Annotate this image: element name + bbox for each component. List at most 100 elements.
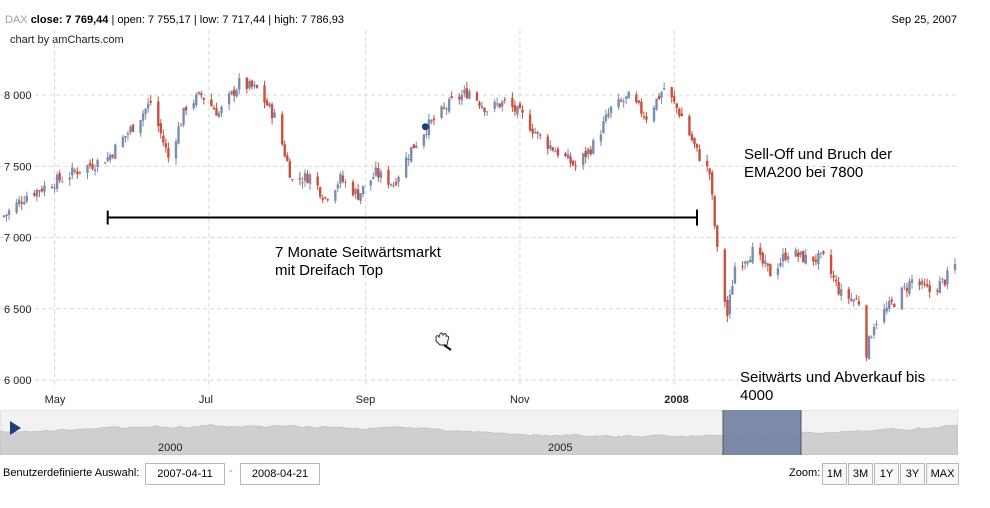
candle-body — [483, 107, 486, 113]
candle-body — [480, 106, 484, 109]
candle-body — [351, 182, 355, 196]
candle-body — [465, 88, 469, 99]
candle-body — [551, 147, 555, 151]
candle-body — [7, 210, 11, 215]
candle-body — [905, 287, 909, 292]
candlestick-chart[interactable]: 6 000 6 500 7 000 7 500 8 000 May Jul Sep Nov 200… — [0, 0, 990, 410]
candle-body — [852, 299, 856, 302]
candle-body — [928, 285, 931, 293]
candle-body — [447, 98, 451, 112]
date-to-input[interactable]: 2008-04-21 — [240, 463, 320, 485]
candle-body — [834, 279, 838, 282]
candle-body — [503, 99, 506, 101]
x-tick-label: Sep — [356, 394, 376, 406]
candle-body — [392, 184, 395, 187]
zoom-max-button[interactable]: MAX — [926, 463, 959, 485]
candle-body — [442, 107, 446, 109]
candle-body — [230, 90, 233, 95]
candle-body — [817, 252, 820, 265]
candle-body — [766, 263, 770, 266]
candle-body — [865, 305, 868, 358]
candle-body — [569, 156, 572, 164]
candle-body — [217, 113, 221, 117]
candle-body — [301, 182, 304, 184]
candle-body — [549, 145, 552, 149]
candle-body — [210, 99, 213, 107]
candle-body — [146, 103, 150, 109]
candle-body — [850, 298, 853, 301]
candle-body — [68, 177, 71, 180]
candle-body — [139, 119, 142, 133]
candle-body — [450, 96, 453, 98]
candle-body — [533, 132, 537, 134]
navigator-selection — [723, 410, 801, 455]
candle-body — [220, 106, 223, 114]
candle-body — [157, 101, 160, 126]
candle-body — [731, 286, 734, 295]
zoom-label: Zoom: — [789, 467, 821, 479]
date-from-input[interactable]: 2007-04-11 — [145, 463, 225, 485]
candle-body — [86, 165, 89, 173]
candle-body — [195, 94, 198, 106]
candle-body — [941, 278, 944, 280]
low-label: low: — [199, 14, 220, 26]
candle-body — [652, 107, 656, 122]
candle-body — [802, 251, 805, 263]
navigator-area — [0, 424, 958, 455]
candle-body — [599, 134, 603, 142]
candle-body — [114, 144, 117, 160]
candle-body — [925, 284, 929, 287]
y-tick-label: 7 000 — [4, 233, 32, 245]
candle-body — [71, 167, 74, 176]
candle-body — [273, 112, 276, 118]
bottom-controls: Benutzerdefinierte Auswahl: 2007-04-11 -… — [0, 463, 990, 487]
candle-body — [776, 268, 780, 275]
ohlc-info-bar: DAX close: 7 769,44 | open: 7 755,17 | l… — [5, 14, 344, 26]
candle-body — [316, 176, 319, 186]
candle-body — [857, 301, 861, 305]
candle-body — [248, 80, 251, 89]
zoom-3y-button[interactable]: 3Y — [900, 463, 925, 485]
candle-body — [336, 184, 340, 189]
candle-body — [212, 107, 216, 110]
y-tick-label: 7 500 — [4, 161, 32, 173]
candle-body — [308, 174, 312, 184]
candle-body — [885, 307, 888, 312]
candle-body — [847, 289, 850, 299]
candle-body — [321, 198, 324, 200]
candle-body — [635, 94, 638, 103]
candle-body — [35, 189, 39, 197]
candle-body — [645, 116, 648, 120]
candle-body — [422, 134, 426, 146]
candle-body — [556, 148, 560, 156]
navigator-scrollbar[interactable]: 2000 2005 — [0, 410, 958, 455]
zoom-3m-button[interactable]: 3M — [848, 463, 873, 485]
candle-body — [602, 121, 605, 133]
candle-body — [129, 126, 132, 133]
candle-body — [298, 177, 302, 180]
candle-body — [546, 136, 549, 149]
annotation-outlook: Seitwärts und Abverkauf bis 4000 — [740, 369, 925, 405]
high-value: 7 786,93 — [301, 14, 344, 26]
zoom-1y-button[interactable]: 1Y — [874, 463, 899, 485]
candle-body — [893, 303, 896, 308]
candle-body — [764, 260, 767, 264]
candle-body — [794, 249, 797, 257]
candle-body — [518, 103, 522, 109]
candle-body — [819, 252, 823, 254]
close-label: close: — [30, 14, 63, 26]
candle-body — [501, 101, 504, 107]
candle-body — [192, 103, 195, 109]
candle-body — [708, 168, 711, 175]
candle-body — [814, 259, 818, 262]
x-tick-label: 2008 — [664, 394, 688, 406]
zoom-1m-button[interactable]: 1M — [822, 463, 847, 485]
candle-body — [389, 183, 393, 185]
candle-body — [690, 134, 694, 141]
separator: | — [111, 14, 118, 26]
candle-body — [870, 337, 873, 339]
candle-body — [407, 158, 410, 160]
candle-body — [675, 103, 678, 108]
candle-body — [283, 144, 286, 157]
play-icon[interactable] — [4, 418, 24, 438]
